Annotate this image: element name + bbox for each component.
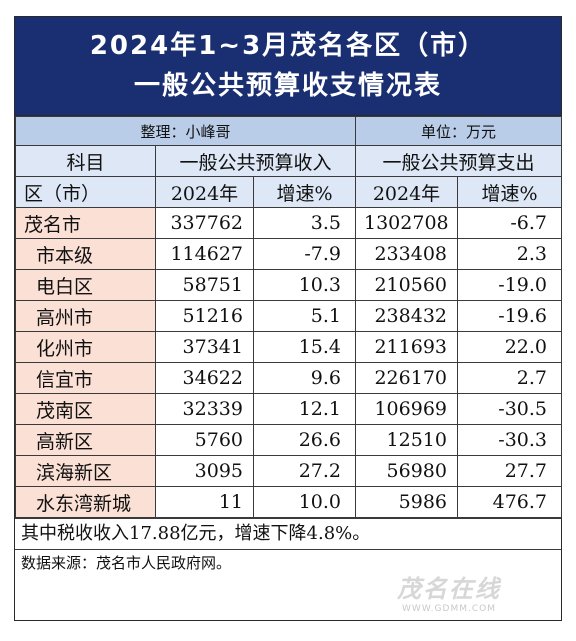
revenue-value: 34622 xyxy=(155,362,254,394)
expenditure-value: 226170 xyxy=(355,362,458,394)
expenditure-growth: 22.0 xyxy=(456,331,563,363)
district-name: 化州市 xyxy=(15,331,156,363)
revenue-value: 11 xyxy=(155,486,254,518)
table-row: 化州市 37341 15.4 211693 22.0 xyxy=(15,331,563,363)
expenditure-growth: 2.7 xyxy=(456,362,563,394)
watermark-url: WWW.GDMM.COM xyxy=(402,604,496,614)
title-line-1: 2024年1~3月茂名各区（市） xyxy=(89,31,487,61)
expenditure-value: 5986 xyxy=(355,486,458,518)
revenue-growth: 9.6 xyxy=(253,362,356,394)
revenue-value: 5760 xyxy=(155,424,254,456)
unit-label: 单位：万元 xyxy=(354,116,563,146)
expenditure-growth: -6.7 xyxy=(456,207,563,239)
expenditure-value: 233408 xyxy=(355,238,458,270)
compiler-label: 整理：小峰哥 xyxy=(15,116,356,146)
district-name: 滨海新区 xyxy=(15,455,156,487)
district-name: 高新区 xyxy=(15,424,156,456)
watermark-logo: 茂名在线 xyxy=(397,575,501,603)
district-name: 茂南区 xyxy=(15,393,156,425)
meta-row: 整理：小峰哥 单位：万元 xyxy=(15,116,563,146)
expenditure-growth: -30.5 xyxy=(456,393,563,425)
revenue-value: 58751 xyxy=(155,269,254,301)
source-cell: 数据来源：茂名市人民政府网。 茂名在线 WWW.GDMM.COM xyxy=(15,549,561,620)
expenditure-value: 106969 xyxy=(355,393,458,425)
budget-table: 整理：小峰哥 单位：万元 科目 一般公共预算收入 一般公共预算支出 区（市） 2… xyxy=(15,116,563,518)
expenditure-value: 211693 xyxy=(355,331,458,363)
table-row: 滨海新区 3095 27.2 56980 27.7 xyxy=(15,455,563,487)
expenditure-growth: 2.3 xyxy=(456,238,563,270)
table-row: 高新区 5760 26.6 12510 -30.3 xyxy=(15,424,563,456)
expenditure-growth: -19.0 xyxy=(456,269,563,301)
revenue-value: 51216 xyxy=(155,300,254,332)
revenue-value: 32339 xyxy=(155,393,254,425)
revenue-value: 337762 xyxy=(155,207,254,239)
revenue-value: 3095 xyxy=(155,455,254,487)
header-expenditure: 一般公共预算支出 xyxy=(354,145,563,177)
expenditure-value: 56980 xyxy=(355,455,458,487)
table-frame: 2024年1~3月茂名各区（市） 一般公共预算收支情况表 整理：小峰哥 单位：万… xyxy=(14,16,563,621)
table-row: 市本级 114627 -7.9 233408 2.3 xyxy=(15,238,563,270)
header-revenue: 一般公共预算收入 xyxy=(155,145,356,177)
title-line-2: 一般公共预算收支情况表 xyxy=(133,71,442,101)
table-row: 信宜市 34622 9.6 226170 2.7 xyxy=(15,362,563,394)
district-name: 信宜市 xyxy=(15,362,156,394)
revenue-growth: 15.4 xyxy=(253,331,356,363)
expenditure-growth: -19.6 xyxy=(456,300,563,332)
table-row: 茂南区 32339 12.1 106969 -30.5 xyxy=(15,393,563,425)
revenue-growth: 26.6 xyxy=(253,424,356,456)
district-name: 水东湾新城 xyxy=(15,486,156,518)
header-district: 区（市） xyxy=(15,176,156,208)
table-title: 2024年1~3月茂名各区（市） 一般公共预算收支情况表 xyxy=(15,17,561,116)
revenue-growth: 10.0 xyxy=(253,486,356,518)
district-name: 高州市 xyxy=(15,300,156,332)
district-name: 茂名市 xyxy=(15,207,156,239)
table-row: 高州市 51216 5.1 238432 -19.6 xyxy=(15,300,563,332)
header-row-2: 区（市） 2024年 增速% 2024年 增速% xyxy=(15,176,563,208)
expenditure-growth: 27.7 xyxy=(456,455,563,487)
header-year-expenditure: 2024年 xyxy=(355,176,458,208)
tax-note: 其中税收收入17.88亿元，增速下降4.8%。 xyxy=(15,518,561,549)
district-name: 电白区 xyxy=(15,269,156,301)
expenditure-value: 12510 xyxy=(355,424,458,456)
expenditure-value: 210560 xyxy=(355,269,458,301)
revenue-growth: 3.5 xyxy=(253,207,356,239)
revenue-growth: 5.1 xyxy=(253,300,356,332)
revenue-growth: 10.3 xyxy=(253,269,356,301)
table-row: 电白区 58751 10.3 210560 -19.0 xyxy=(15,269,563,301)
expenditure-value: 1302708 xyxy=(355,207,458,239)
district-name: 市本级 xyxy=(15,238,156,270)
site-watermark: 茂名在线 WWW.GDMM.COM xyxy=(397,569,501,614)
header-year-revenue: 2024年 xyxy=(155,176,254,208)
revenue-value: 114627 xyxy=(155,238,254,270)
table-row: 水东湾新城 11 10.0 5986 476.7 xyxy=(15,486,563,518)
expenditure-growth: 476.7 xyxy=(456,486,563,518)
header-subject: 科目 xyxy=(15,145,156,177)
header-row-1: 科目 一般公共预算收入 一般公共预算支出 xyxy=(15,145,563,177)
header-growth-expenditure: 增速% xyxy=(456,176,563,208)
revenue-growth: 12.1 xyxy=(253,393,356,425)
source-text: 数据来源：茂名市人民政府网。 xyxy=(21,554,232,572)
table-row: 茂名市 337762 3.5 1302708 -6.7 xyxy=(15,207,563,239)
expenditure-value: 238432 xyxy=(355,300,458,332)
revenue-growth: -7.9 xyxy=(253,238,356,270)
header-growth-revenue: 增速% xyxy=(253,176,356,208)
expenditure-growth: -30.3 xyxy=(456,424,563,456)
revenue-growth: 27.2 xyxy=(253,455,356,487)
revenue-value: 37341 xyxy=(155,331,254,363)
